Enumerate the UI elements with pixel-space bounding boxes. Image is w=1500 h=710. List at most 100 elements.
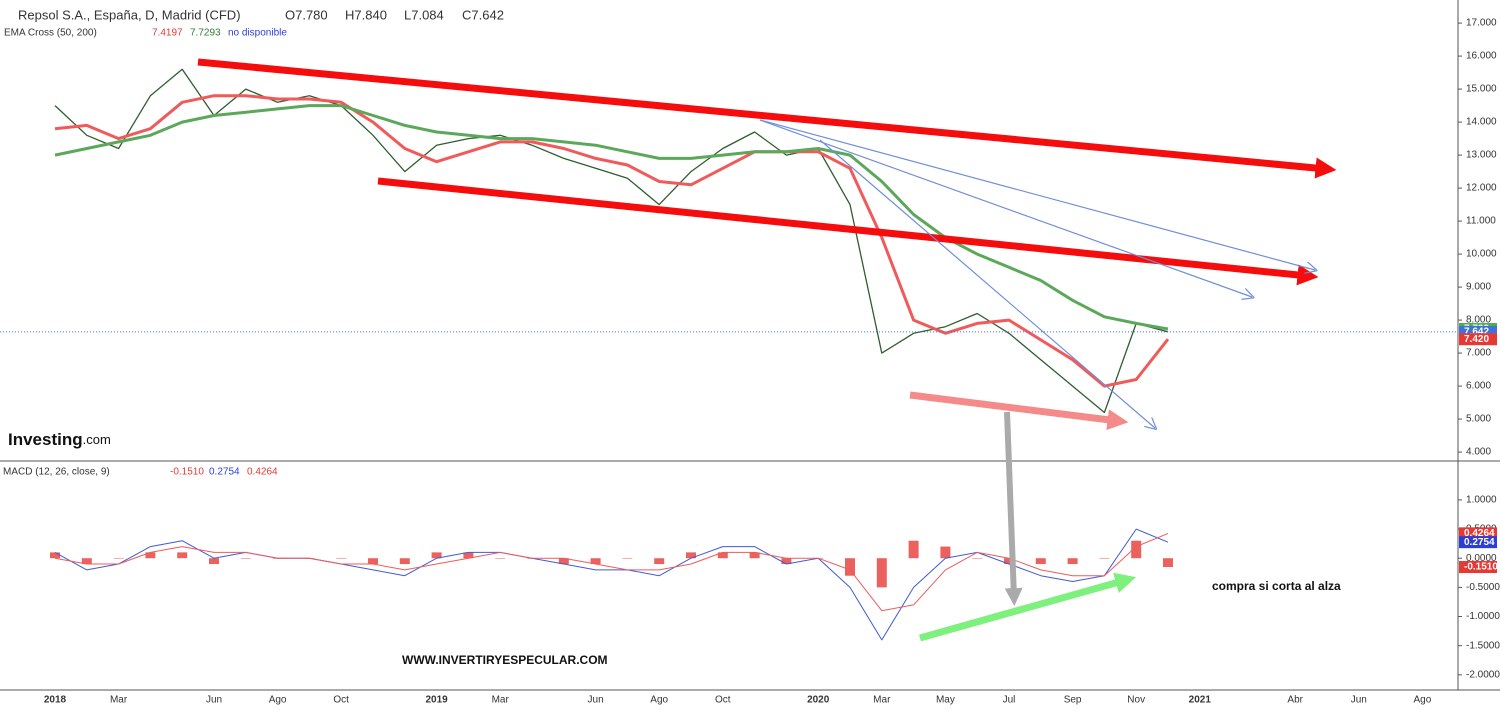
x-tick-label: 2018 (44, 695, 67, 706)
histogram-bar (431, 552, 442, 559)
y-tick-label: 6.000 (1466, 381, 1491, 392)
y-tick-label: -1.0000 (1466, 611, 1500, 622)
histogram-bar (1099, 558, 1110, 559)
histogram-bar (495, 558, 506, 559)
histogram-bar (845, 558, 855, 576)
histogram-bar (558, 558, 569, 565)
series-line (54, 68, 1169, 414)
x-tick-label: Mar (110, 695, 128, 706)
series-line (54, 104, 1169, 331)
histogram-bar (336, 558, 347, 559)
ohlc-low: L7.084 (404, 7, 444, 22)
histogram-bar (113, 558, 124, 559)
y-tick-label: -2.0000 (1466, 669, 1500, 680)
histogram-bar (81, 558, 92, 565)
ohlc-high: H7.840 (345, 7, 387, 22)
price-tag-label: 7.642 (1464, 327, 1489, 338)
histogram-bar (622, 558, 633, 559)
histogram-bar (654, 558, 665, 565)
histogram-bar (781, 558, 792, 565)
y-tick-label: 9.000 (1466, 282, 1491, 293)
x-tick-label: Nov (1127, 695, 1145, 706)
x-tick-label: Abr (1287, 695, 1303, 706)
price-tag (1459, 561, 1497, 574)
x-tick-label: Sep (1064, 695, 1082, 706)
histogram-bar (590, 558, 601, 565)
trend-line (759, 119, 1252, 297)
indicator-value: 7.4197 (152, 28, 183, 39)
y-tick-label: 15.000 (1466, 84, 1497, 95)
y-tick-label: 11.000 (1466, 216, 1496, 227)
x-tick-label: Jun (588, 695, 604, 706)
y-tick-label: -0.5000 (1466, 582, 1500, 593)
macd-value: -0.1510 (170, 467, 204, 478)
trend-arrow (919, 572, 1137, 642)
y-tick-label: 4.000 (1466, 447, 1491, 458)
x-tick-label: Jun (1351, 695, 1367, 706)
ohlc-close: C7.642 (462, 7, 504, 22)
x-tick-label: 2020 (807, 695, 830, 706)
price-tag (1459, 536, 1497, 549)
x-tick-label: Oct (715, 695, 731, 706)
indicator-name: EMA Cross (50, 200) (4, 28, 97, 39)
series-line (54, 532, 1169, 612)
histogram-bar (177, 552, 188, 559)
histogram-bar (686, 552, 696, 559)
histogram-bar (50, 552, 60, 559)
histogram-bar (972, 558, 983, 559)
histogram-bar (463, 552, 474, 559)
histogram-bar (368, 558, 378, 565)
histogram-bar (1004, 558, 1014, 565)
price-tag-label: 0.4264 (1464, 528, 1495, 539)
x-tick-label: 2021 (1189, 695, 1212, 706)
price-tag-label: 7.420 (1464, 334, 1489, 345)
histogram-bar (399, 558, 410, 565)
histogram-bar (240, 558, 251, 559)
x-tick-label: 2019 (425, 695, 448, 706)
x-tick-label: Ago (269, 695, 287, 706)
series-line (54, 528, 1169, 641)
trend-arrow (909, 391, 1129, 431)
y-tick-label: 17.000 (1466, 18, 1497, 29)
y-tick-label: 0.0000 (1466, 553, 1497, 564)
x-tick-label: Mar (492, 695, 510, 706)
y-tick-label: 7.000 (1466, 348, 1491, 359)
watermark: WWW.INVERTIRYESPECULAR.COM (402, 653, 608, 667)
price-tag-label: -0.1510 (1464, 562, 1498, 573)
y-tick-label: 16.000 (1466, 51, 1497, 62)
logo-suffix: .com (83, 432, 111, 447)
histogram-bar (1067, 558, 1078, 565)
ohlc-open: O7.780 (285, 7, 328, 22)
x-tick-label: Ago (650, 695, 668, 706)
histogram-bar (1163, 558, 1173, 568)
y-tick-label: 8.000 (1466, 315, 1491, 326)
macd-value: 0.4264 (247, 467, 278, 478)
y-tick-label: 12.000 (1466, 183, 1497, 194)
macd-value: 0.2754 (209, 467, 240, 478)
trend-line (819, 139, 1155, 428)
trend-arrow (197, 58, 1337, 179)
x-tick-label: Jul (1003, 695, 1016, 706)
histogram-bar (908, 540, 919, 559)
y-tick-label: 5.000 (1466, 414, 1491, 425)
y-tick-label: 10.000 (1466, 249, 1497, 260)
macd-title: MACD (12, 26, close, 9) (3, 467, 110, 478)
trend-line (759, 119, 1315, 270)
histogram-bar (940, 546, 951, 559)
price-tag (1459, 333, 1497, 346)
logo-main: Investing (8, 430, 83, 449)
histogram-bar (749, 552, 760, 559)
x-tick-label: Oct (333, 695, 349, 706)
histogram-bar (1035, 558, 1046, 565)
x-tick-label: Mar (873, 695, 891, 706)
histogram-bar (1131, 540, 1142, 559)
trend-arrow (377, 177, 1319, 286)
indicator-value: 7.7293 (190, 28, 221, 39)
x-tick-label: Jun (206, 695, 222, 706)
pointer-arrow (1004, 411, 1023, 606)
y-tick-label: 14.000 (1466, 117, 1497, 128)
plot: 2018 Mar Jun Ago Oct 2019 Mar Jun Ago Oct 2020 Mar M… (0, 18, 1500, 706)
series-line (54, 94, 1170, 388)
